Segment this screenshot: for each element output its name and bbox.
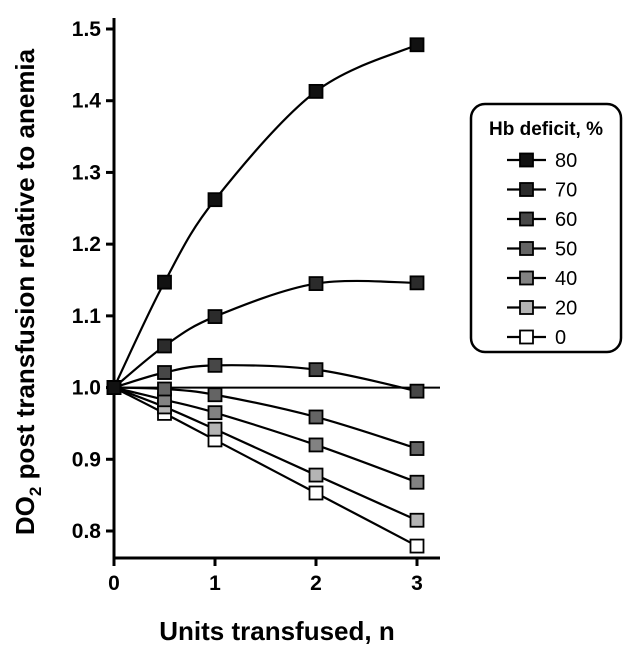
data-point-60 (409, 383, 425, 399)
series-layer (106, 37, 425, 554)
legend-marker (519, 300, 534, 315)
y-tick-label: 1.4 (72, 90, 102, 113)
legend: Hb deficit, % 80 70 60 50 40 20 0 (469, 102, 623, 354)
series-line-50 (113, 386, 418, 450)
data-point-70 (308, 276, 324, 291)
y-axis-title-subscript: 2 (26, 487, 45, 496)
axes (112, 18, 440, 560)
legend-label: 70 (555, 180, 577, 202)
ticks: 0 1 2 3 0.8 0.9 1.0 1.1 1.2 1.3 1.4 1.5 (72, 18, 423, 595)
legend-item-70: 70 (507, 180, 577, 202)
legend-label: 80 (555, 150, 577, 172)
series-line-0 (113, 386, 418, 548)
y-tick-label: 0.9 (72, 448, 101, 471)
y-tick-label: 1.1 (72, 305, 102, 328)
legend-marker (519, 152, 534, 168)
y-tick-label: 1.5 (72, 18, 102, 41)
data-point-50 (409, 441, 425, 456)
data-point-20 (409, 512, 425, 528)
legend-item-80: 80 (507, 150, 577, 172)
legend-item-0: 0 (507, 327, 566, 349)
legend-marker (519, 182, 534, 197)
y-axis-title-rest: post transfusion relative to anemia (10, 48, 40, 486)
legend-item-40: 40 (507, 268, 577, 290)
series-line-40 (113, 386, 418, 484)
data-point-50 (207, 387, 223, 403)
legend-marker (519, 270, 534, 286)
x-tick-label: 3 (411, 572, 423, 595)
legend-label: 50 (555, 239, 577, 261)
y-tick-label: 1.0 (72, 377, 101, 400)
legend-label: 40 (555, 268, 577, 290)
series-line-80 (113, 43, 418, 389)
data-point-80 (106, 380, 122, 395)
legend-label: 20 (555, 298, 577, 320)
y-tick-label: 0.8 (72, 520, 102, 543)
x-axis-title: Units transfused, n (159, 616, 394, 646)
legend-marker (519, 329, 534, 345)
data-point-20 (207, 421, 223, 437)
y-tick-label: 1.3 (72, 161, 101, 184)
series-line-70 (113, 279, 418, 389)
data-point-40 (308, 437, 324, 453)
data-point-80 (409, 37, 425, 53)
data-point-70 (157, 338, 172, 354)
data-point-50 (308, 409, 324, 425)
legend-items: 80 70 60 50 40 20 0 (507, 150, 577, 349)
data-point-80 (308, 83, 324, 99)
legend-marker (519, 211, 534, 227)
legend-box (469, 102, 623, 354)
data-point-0 (308, 485, 324, 501)
x-tick-label: 1 (209, 572, 221, 595)
legend-marker (519, 241, 534, 256)
legend-title: Hb deficit, % (489, 119, 603, 140)
legend-item-20: 20 (507, 298, 577, 320)
data-point-20 (308, 467, 324, 483)
data-point-70 (207, 309, 223, 324)
y-axis-title-main: DO (10, 496, 40, 535)
data-point-60 (157, 365, 172, 380)
data-point-0 (409, 538, 425, 554)
data-point-80 (207, 192, 223, 208)
legend-label: 0 (555, 327, 566, 349)
data-point-50 (157, 381, 172, 397)
y-tick-label: 1.2 (72, 233, 101, 256)
series-line-60 (113, 364, 418, 393)
y-axis-title: DO2 post transfusion relative to anemia (10, 48, 45, 535)
x-tick-label: 0 (108, 572, 120, 595)
data-point-70 (409, 275, 425, 291)
data-point-60 (308, 362, 324, 378)
legend-label: 60 (555, 209, 577, 231)
legend-item-60: 60 (507, 209, 577, 231)
data-point-80 (157, 274, 172, 290)
data-point-40 (409, 474, 425, 490)
data-point-60 (207, 357, 223, 373)
series-line-20 (113, 386, 418, 522)
legend-item-50: 50 (507, 239, 577, 261)
x-tick-label: 2 (310, 572, 322, 595)
data-point-40 (207, 405, 223, 421)
